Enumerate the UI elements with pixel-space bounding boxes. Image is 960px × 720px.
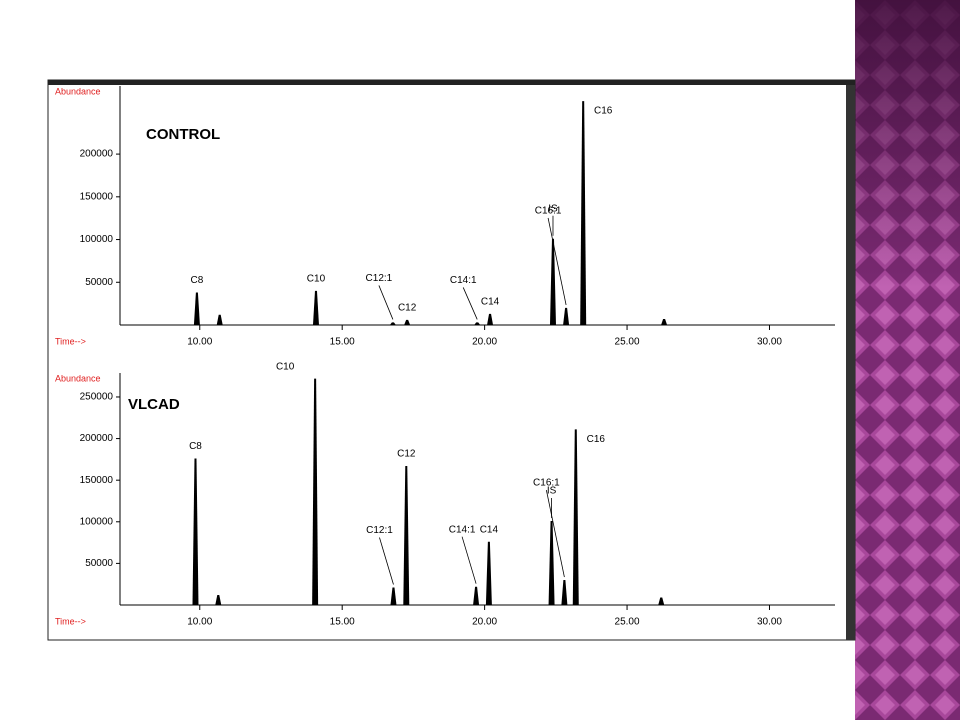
- peak-label: C8: [191, 275, 204, 286]
- leader-line: [379, 537, 394, 585]
- y-tick-label: 200000: [80, 433, 114, 444]
- peak-label: C14: [480, 524, 499, 535]
- leader-line: [378, 285, 394, 320]
- peak-label: C12:1: [366, 525, 393, 536]
- leader-line: [462, 287, 478, 320]
- peak: [192, 458, 199, 605]
- y-tick-label: 100000: [80, 234, 114, 245]
- y-tick-label: 150000: [80, 191, 114, 202]
- x-tick-label: 25.00: [615, 337, 640, 348]
- peak: [563, 307, 570, 325]
- x-tick-label: 20.00: [472, 337, 497, 348]
- y-tick-label: 150000: [80, 475, 114, 486]
- peak: [661, 319, 668, 325]
- chart-title: CONTROL: [146, 126, 220, 143]
- leader-line: [461, 536, 477, 584]
- peak: [404, 319, 411, 325]
- peak: [487, 313, 494, 325]
- peak: [549, 238, 556, 325]
- peak: [216, 314, 223, 325]
- peak: [193, 292, 200, 325]
- y-tick-label: 200000: [80, 149, 114, 160]
- peak-label: C10: [276, 361, 295, 372]
- peak-label: C14:1: [450, 275, 477, 286]
- y-tick-label: 50000: [85, 277, 113, 288]
- charts: Abundance Time--> CONTROL 50000 100000 150000…: [55, 86, 835, 628]
- peak: [389, 322, 396, 325]
- leader-line: [547, 217, 567, 305]
- peak: [485, 541, 492, 605]
- peak: [548, 520, 555, 605]
- panel-right-bar: [846, 85, 855, 640]
- x-axis-label: Time-->: [55, 336, 86, 346]
- peak-label: C12: [397, 449, 416, 460]
- x-axis-label: Time-->: [55, 616, 86, 626]
- chart-title: VLCAD: [128, 396, 180, 413]
- leader-line: [545, 489, 565, 578]
- x-tick-label: 10.00: [187, 337, 212, 348]
- peak: [658, 597, 665, 605]
- figure-panel: [47, 79, 856, 641]
- y-tick-label: 250000: [80, 392, 114, 403]
- peak: [312, 290, 319, 325]
- x-tick-label: 20.00: [472, 617, 497, 628]
- peak-label: C12:1: [366, 273, 393, 284]
- y-tick-label: 50000: [85, 558, 113, 569]
- peak-label: IS: [548, 203, 558, 214]
- peak-label: C10: [307, 273, 326, 284]
- panel-top-bar: [48, 80, 855, 85]
- peak-label: C8: [189, 441, 202, 452]
- peak-label: C12: [398, 303, 417, 314]
- peak: [403, 466, 410, 605]
- peak: [561, 580, 568, 605]
- x-tick-label: 15.00: [330, 337, 355, 348]
- peak-label: C14: [481, 297, 500, 308]
- peak: [312, 378, 319, 605]
- peak-label: C16:1: [533, 478, 560, 489]
- side-shade: [855, 0, 960, 720]
- x-tick-label: 15.00: [330, 617, 355, 628]
- x-tick-label: 30.00: [757, 617, 782, 628]
- peak: [390, 587, 397, 605]
- peak: [580, 101, 587, 325]
- x-tick-label: 25.00: [615, 617, 640, 628]
- peak-label: C16: [587, 434, 606, 445]
- y-axis-label: Abundance: [55, 373, 101, 383]
- peak-label: C16:1: [535, 206, 562, 217]
- x-tick-label: 30.00: [757, 337, 782, 348]
- peak: [474, 322, 481, 325]
- x-tick-label: 10.00: [187, 617, 212, 628]
- peak: [215, 595, 222, 605]
- peak-label: C16: [594, 106, 613, 117]
- peak-label: C14:1: [449, 524, 476, 535]
- peak: [473, 586, 480, 605]
- peak: [572, 429, 579, 605]
- y-axis-label: Abundance: [55, 86, 101, 96]
- y-tick-label: 100000: [80, 516, 114, 527]
- peak-label: IS: [547, 486, 557, 497]
